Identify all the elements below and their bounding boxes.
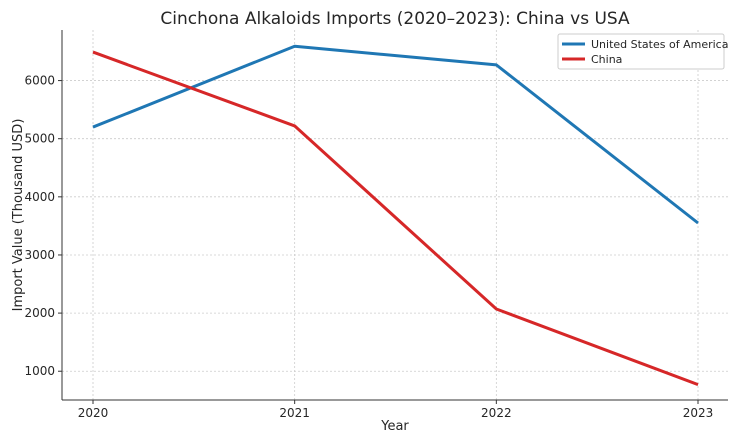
y-tick-label: 5000	[24, 132, 55, 146]
x-ticks: 2020 2021 2022 2023	[78, 400, 714, 420]
series-lines	[93, 46, 698, 385]
x-axis-label: Year	[380, 419, 409, 434]
legend-label-usa: United States of America	[591, 38, 728, 51]
x-tick-label: 2022	[481, 406, 512, 420]
y-tick-label: 3000	[24, 248, 55, 262]
y-tick-label: 2000	[24, 306, 55, 320]
series-line-china	[93, 52, 698, 385]
y-tick-label: 4000	[24, 190, 55, 204]
y-axis-label: Import Value (Thousand USD)	[11, 119, 26, 312]
y-tick-label: 6000	[24, 74, 55, 88]
x-tick-label: 2020	[78, 406, 109, 420]
x-tick-label: 2023	[683, 406, 714, 420]
x-tick-label: 2021	[279, 406, 310, 420]
legend: United States of America China	[558, 34, 728, 69]
y-tick-label: 1000	[24, 364, 55, 378]
y-ticks: 1000 2000 3000 4000 5000 6000	[24, 74, 62, 379]
legend-label-china: China	[591, 53, 622, 66]
chart-title: Cinchona Alkaloids Imports (2020–2023): …	[160, 9, 630, 29]
